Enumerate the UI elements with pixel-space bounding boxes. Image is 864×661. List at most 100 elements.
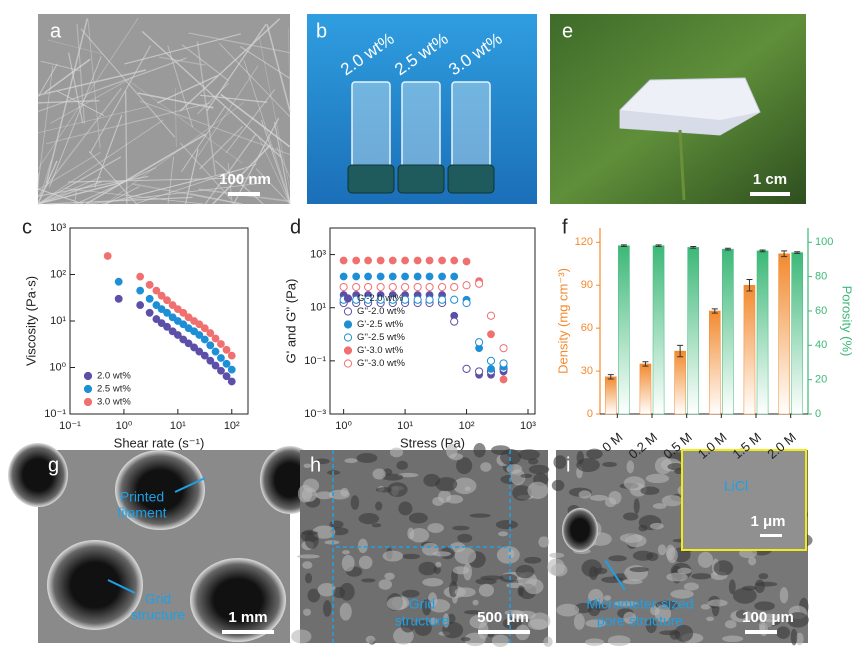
- fiber: [37, 160, 52, 205]
- grain: [495, 519, 519, 530]
- x-tick-label: 10¹: [170, 420, 186, 432]
- data-point: [462, 298, 471, 308]
- grain: [315, 491, 334, 500]
- data-point: [136, 286, 145, 295]
- data-point: [486, 311, 496, 320]
- grain: [358, 512, 380, 525]
- data-point: [222, 372, 231, 381]
- panel-label: h: [310, 454, 321, 476]
- data-point: [339, 272, 348, 281]
- data-point: [200, 351, 209, 360]
- fiber: [276, 146, 291, 178]
- grain: [449, 453, 464, 461]
- x-tick-label: 10³: [520, 420, 536, 432]
- data-point: [190, 327, 198, 336]
- grain: [329, 520, 344, 529]
- data-point: [388, 295, 397, 304]
- x-tick-label: 10⁰: [116, 420, 133, 432]
- grain: [324, 540, 340, 545]
- fiber: [89, 45, 152, 154]
- y-tick-label: 10⁰: [49, 361, 66, 373]
- grain: [464, 486, 471, 492]
- data-point: [206, 329, 215, 337]
- fiber: [266, 24, 291, 112]
- data-point: [450, 272, 459, 281]
- scale-bar: [222, 630, 274, 634]
- grain: [502, 617, 522, 630]
- grain: [342, 550, 350, 555]
- grain: [754, 601, 775, 611]
- grain: [375, 501, 383, 511]
- grain: [452, 525, 470, 531]
- fiber: [68, 52, 84, 124]
- data-point: [425, 256, 434, 265]
- bar: [708, 310, 721, 415]
- vials: [351, 81, 491, 168]
- grain: [361, 578, 376, 583]
- data-point: [136, 301, 145, 309]
- fiber: [37, 69, 147, 97]
- bar: [722, 248, 734, 415]
- fiber: [49, 56, 102, 188]
- error-bar: [642, 361, 649, 367]
- error-bar: [724, 247, 731, 251]
- data-point: [425, 282, 434, 292]
- fiber: [167, 156, 175, 205]
- fiber: [273, 121, 291, 205]
- data-point: [499, 344, 508, 353]
- bar: [743, 284, 756, 415]
- grain: [765, 618, 773, 627]
- scale-label: 1 cm: [753, 171, 787, 188]
- fiber: [40, 60, 80, 72]
- grain: [587, 600, 601, 617]
- data-point: [136, 272, 145, 281]
- data-point: [157, 305, 166, 314]
- error-bar: [794, 251, 801, 254]
- fiber: [37, 106, 149, 134]
- legend-marker: [83, 384, 93, 394]
- grain: [301, 531, 319, 536]
- grain: [480, 462, 492, 472]
- data-point: [152, 315, 161, 323]
- grain: [423, 473, 441, 487]
- grain: [491, 634, 509, 647]
- grain: [469, 513, 491, 518]
- grain: [551, 479, 565, 491]
- scale-bar: [745, 630, 777, 634]
- data-point: [352, 295, 361, 304]
- fiber: [190, 193, 242, 205]
- y-tick-label: 10⁻¹: [44, 408, 66, 420]
- grain: [748, 556, 757, 566]
- data-point: [413, 256, 422, 265]
- grain: [516, 610, 536, 620]
- data-point: [222, 359, 231, 368]
- grain: [683, 582, 699, 591]
- legend-marker: [343, 346, 353, 355]
- fiber: [180, 142, 232, 200]
- data-point: [200, 324, 209, 333]
- data-point: [217, 340, 225, 348]
- y-tick-label: 10²: [50, 268, 66, 280]
- data-point: [179, 308, 188, 317]
- grain: [607, 635, 631, 647]
- scale-bar: [478, 630, 530, 634]
- data-point: [352, 282, 361, 292]
- legend-marker: [83, 371, 93, 381]
- grain: [432, 551, 451, 557]
- data-point: [450, 282, 459, 292]
- legend-label: G'-3.0 wt%: [357, 345, 404, 356]
- y-axis-label: Density (mg cm⁻³): [555, 268, 570, 374]
- data-point: [103, 252, 112, 260]
- data-point: [437, 282, 447, 292]
- x-tick-label: 10²: [459, 420, 475, 432]
- y-tick-label: 120: [575, 236, 593, 248]
- data-point: [211, 334, 220, 343]
- data-point: [486, 356, 496, 365]
- grain: [585, 638, 604, 646]
- fiber: [225, 89, 276, 154]
- grain: [654, 604, 672, 623]
- bar: [618, 245, 630, 415]
- data-point: [388, 272, 397, 281]
- fiber: [220, 93, 291, 148]
- data-point: [388, 282, 397, 292]
